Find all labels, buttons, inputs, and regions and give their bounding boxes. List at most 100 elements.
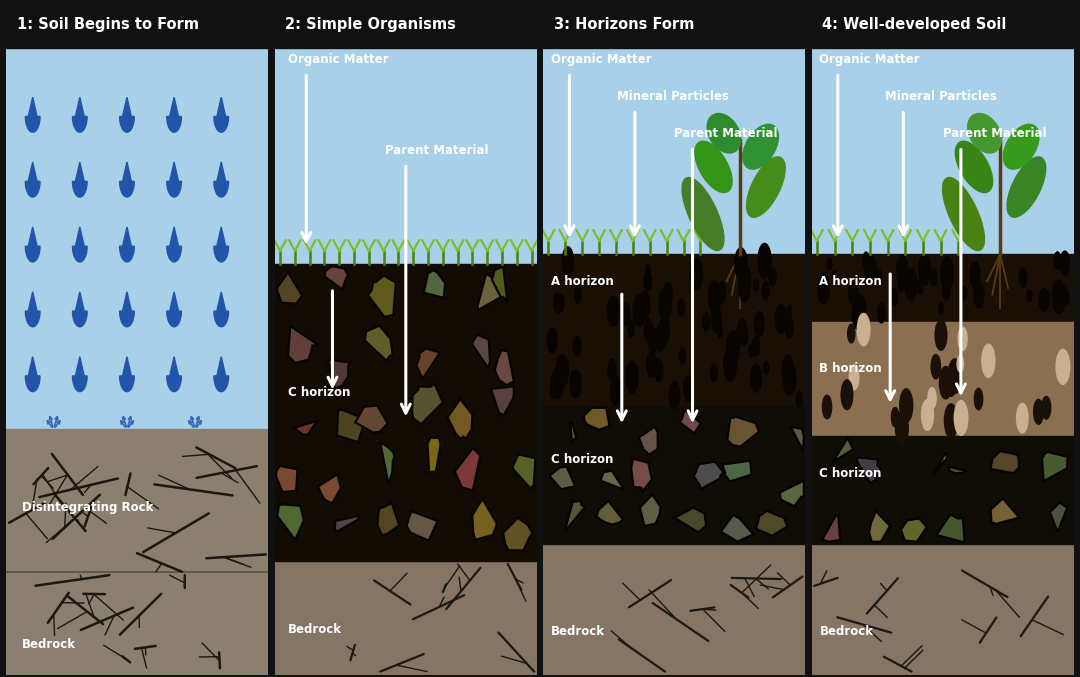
Text: Bedrock: Bedrock (820, 625, 874, 638)
Circle shape (764, 362, 769, 374)
Text: Parent Material: Parent Material (384, 144, 488, 156)
Circle shape (955, 401, 968, 435)
Circle shape (931, 355, 941, 379)
Polygon shape (25, 227, 40, 262)
Circle shape (1016, 403, 1028, 433)
Polygon shape (631, 459, 652, 492)
Circle shape (573, 336, 581, 356)
Polygon shape (791, 427, 804, 450)
Circle shape (639, 292, 650, 319)
Circle shape (787, 305, 792, 318)
Polygon shape (600, 471, 624, 489)
Circle shape (690, 259, 702, 290)
Polygon shape (214, 97, 229, 132)
Circle shape (785, 318, 793, 338)
Circle shape (973, 276, 978, 290)
Circle shape (943, 280, 950, 299)
Text: C horizon: C horizon (288, 386, 350, 399)
Text: Parent Material: Parent Material (674, 127, 778, 139)
Polygon shape (491, 387, 514, 416)
Circle shape (849, 282, 859, 306)
Polygon shape (278, 272, 302, 304)
Circle shape (1034, 399, 1043, 424)
Circle shape (754, 311, 764, 336)
Circle shape (957, 355, 963, 372)
Polygon shape (675, 508, 706, 532)
Circle shape (1062, 288, 1069, 305)
Polygon shape (856, 458, 880, 483)
Circle shape (751, 365, 761, 392)
Circle shape (833, 271, 837, 284)
Polygon shape (1042, 452, 1068, 481)
Polygon shape (166, 97, 181, 132)
Circle shape (919, 255, 931, 285)
Bar (6, 429, 268, 675)
Polygon shape (901, 518, 927, 542)
Polygon shape (214, 292, 229, 327)
Polygon shape (120, 162, 134, 197)
Polygon shape (693, 462, 724, 489)
Circle shape (727, 330, 740, 363)
Circle shape (823, 395, 832, 419)
Circle shape (865, 259, 873, 278)
Circle shape (563, 247, 573, 276)
Circle shape (897, 274, 905, 292)
Text: Mineral Particles: Mineral Particles (617, 90, 728, 103)
Circle shape (1042, 397, 1051, 419)
Circle shape (946, 370, 956, 396)
Circle shape (712, 299, 719, 320)
Text: 4: Well-developed Soil: 4: Well-developed Soil (822, 18, 1007, 32)
Polygon shape (948, 467, 966, 473)
Circle shape (654, 359, 663, 381)
Circle shape (644, 272, 651, 291)
Circle shape (1061, 251, 1069, 276)
Polygon shape (166, 227, 181, 262)
Circle shape (607, 296, 619, 326)
Circle shape (917, 280, 922, 294)
Bar (543, 544, 806, 675)
Ellipse shape (694, 141, 732, 192)
Circle shape (948, 359, 961, 393)
Circle shape (944, 404, 958, 438)
Polygon shape (822, 515, 840, 542)
Circle shape (762, 282, 769, 299)
Circle shape (1054, 252, 1061, 269)
Text: B horizon: B horizon (820, 362, 882, 375)
Polygon shape (455, 449, 481, 490)
Polygon shape (214, 162, 229, 197)
Circle shape (1063, 260, 1068, 275)
Ellipse shape (1003, 125, 1039, 169)
Polygon shape (640, 494, 661, 526)
Text: Parent Material: Parent Material (943, 127, 1047, 139)
Circle shape (852, 301, 864, 329)
Polygon shape (513, 454, 536, 489)
Circle shape (646, 265, 650, 277)
Circle shape (939, 303, 943, 314)
Circle shape (775, 305, 786, 333)
Bar (812, 436, 1074, 544)
Circle shape (849, 365, 859, 389)
Polygon shape (727, 416, 759, 447)
Polygon shape (166, 162, 181, 197)
Polygon shape (166, 357, 181, 391)
Text: Organic Matter: Organic Matter (551, 53, 651, 66)
Circle shape (610, 376, 622, 405)
Circle shape (670, 382, 679, 409)
Polygon shape (25, 292, 40, 327)
Circle shape (858, 313, 869, 346)
Polygon shape (413, 384, 443, 424)
Circle shape (876, 269, 881, 284)
Bar (274, 48, 537, 265)
Polygon shape (680, 410, 701, 433)
Text: C horizon: C horizon (820, 466, 882, 479)
Text: Disintegrating Rock: Disintegrating Rock (23, 501, 153, 515)
Polygon shape (492, 267, 508, 303)
Bar (274, 561, 537, 675)
Ellipse shape (943, 177, 985, 250)
Circle shape (958, 327, 967, 351)
Circle shape (1056, 349, 1069, 385)
Polygon shape (120, 292, 134, 327)
Circle shape (711, 365, 717, 382)
Bar (812, 544, 1074, 675)
Polygon shape (495, 350, 514, 385)
